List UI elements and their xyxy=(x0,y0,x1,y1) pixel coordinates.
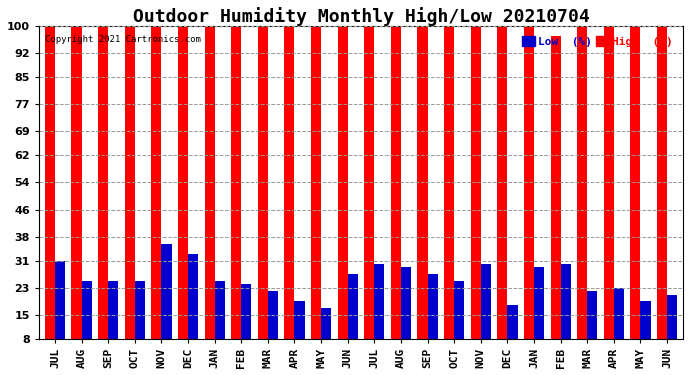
Bar xyxy=(444,26,454,339)
Bar xyxy=(125,26,135,339)
Bar xyxy=(204,26,215,339)
Bar xyxy=(631,26,640,339)
Bar xyxy=(45,26,55,339)
Bar xyxy=(551,36,561,339)
Bar xyxy=(161,244,172,339)
Bar xyxy=(98,26,108,339)
Bar xyxy=(481,264,491,339)
Bar xyxy=(348,274,358,339)
Bar xyxy=(497,26,507,339)
Bar xyxy=(417,26,428,339)
Bar xyxy=(188,254,198,339)
Bar xyxy=(507,305,518,339)
Bar xyxy=(391,26,401,339)
Bar xyxy=(604,26,614,339)
Text: Copyright 2021 Cartronics.com: Copyright 2021 Cartronics.com xyxy=(46,36,201,45)
Bar xyxy=(337,26,348,339)
Bar xyxy=(151,26,161,339)
Legend: Low  (%), High  (%): Low (%), High (%) xyxy=(518,32,678,51)
Bar xyxy=(215,281,225,339)
Title: Outdoor Humidity Monthly High/Low 20210704: Outdoor Humidity Monthly High/Low 202107… xyxy=(132,7,589,26)
Bar xyxy=(72,26,81,339)
Bar xyxy=(428,274,437,339)
Bar xyxy=(284,26,295,339)
Bar xyxy=(295,302,304,339)
Bar xyxy=(374,264,384,339)
Bar xyxy=(667,295,677,339)
Bar xyxy=(241,284,251,339)
Bar xyxy=(55,261,65,339)
Bar xyxy=(364,26,374,339)
Bar xyxy=(401,267,411,339)
Bar xyxy=(178,26,188,339)
Bar xyxy=(534,267,544,339)
Bar xyxy=(311,26,321,339)
Bar xyxy=(640,302,651,339)
Bar xyxy=(81,281,92,339)
Bar xyxy=(614,288,624,339)
Bar xyxy=(231,26,241,339)
Bar xyxy=(561,264,571,339)
Bar xyxy=(321,308,331,339)
Bar xyxy=(657,26,667,339)
Bar xyxy=(524,26,534,339)
Bar xyxy=(135,281,145,339)
Bar xyxy=(471,26,481,339)
Bar xyxy=(587,291,598,339)
Bar xyxy=(108,281,118,339)
Bar xyxy=(577,26,587,339)
Bar xyxy=(258,26,268,339)
Bar xyxy=(268,291,278,339)
Bar xyxy=(454,281,464,339)
